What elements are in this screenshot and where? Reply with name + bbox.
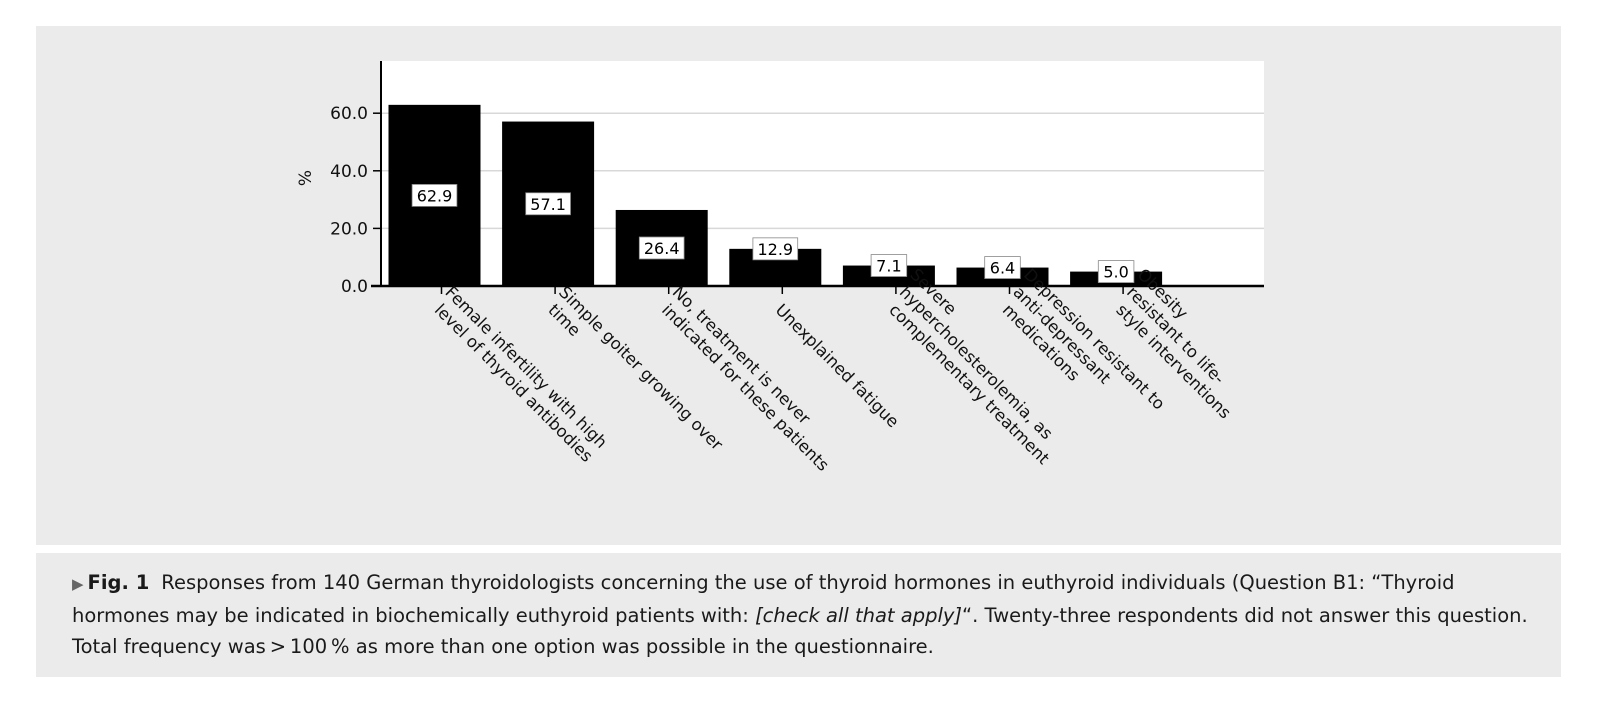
caption-arrow-icon: ▶ <box>72 575 84 593</box>
caption-label: Fig. 1 <box>87 571 150 594</box>
figure-panel: 0.0 20.0 40.0 60.0 % 62.9 57.1 26.4 12.9 7.1 6.4… <box>36 26 1561 545</box>
y-axis-label: % <box>296 170 316 186</box>
y-tick-label: 60.0 <box>330 104 368 124</box>
caption-italic-text: [check all that apply] <box>755 604 963 627</box>
y-tick-label: 20.0 <box>330 219 368 239</box>
data-label-box <box>525 192 571 216</box>
data-labels: 62.9 57.1 26.4 12.9 7.1 6.4 5.0 <box>411 184 1135 284</box>
data-label-box <box>870 254 908 277</box>
data-label: 7.1 <box>876 257 901 276</box>
axes <box>371 61 1264 294</box>
caption-text-end: “. Twenty-three respondents did not answ… <box>72 604 1528 658</box>
data-label: 57.1 <box>530 195 566 214</box>
data-label-box <box>1097 260 1135 284</box>
y-tick-label: 40.0 <box>330 162 368 182</box>
data-label: 6.4 <box>990 259 1015 278</box>
data-label: 12.9 <box>757 240 793 259</box>
caption-text: Responses from 140 German thyroidologist… <box>72 571 1455 627</box>
y-ticks: 0.0 20.0 40.0 60.0 <box>330 104 381 297</box>
data-label: 5.0 <box>1103 263 1128 282</box>
data-label: 26.4 <box>644 239 680 258</box>
data-label-box <box>984 256 1021 279</box>
data-label-box <box>752 237 799 261</box>
bar-chart: 0.0 20.0 40.0 60.0 % 62.9 57.1 26.4 12.9 7.1 6.4… <box>296 61 1264 475</box>
data-label: 62.9 <box>417 186 453 205</box>
data-label-box <box>411 184 458 207</box>
y-tick-label: 0.0 <box>341 277 368 297</box>
data-label-box <box>638 236 685 260</box>
figure-caption: ▶ Fig. 1 Responses from 140 German thyroid… <box>36 553 1561 677</box>
